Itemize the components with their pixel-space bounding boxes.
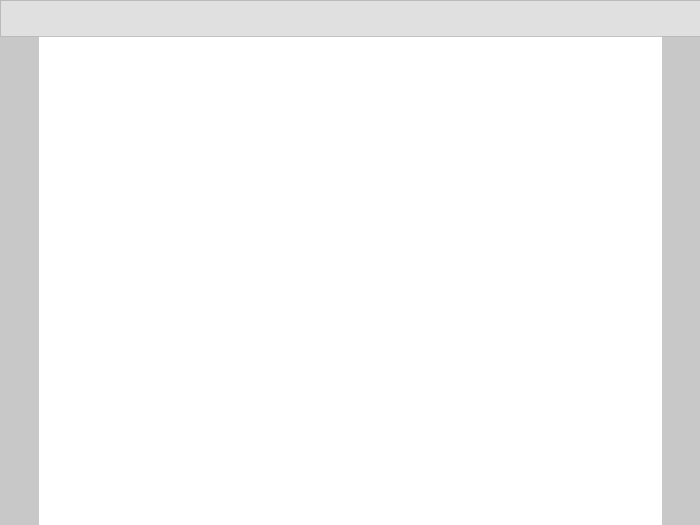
Text: •: • <box>36 302 48 322</box>
Text: DERIVATION OF MICHAELIS-MENTEN: DERIVATION OF MICHAELIS-MENTEN <box>168 61 532 79</box>
Text: And $K_\mathrm{m}$ is [S] at which $V_0$ = 1/2 $V$max; Demonstrate this!: And $K_\mathrm{m}$ is [S] at which $V_0$… <box>68 279 484 297</box>
Text: ◆: ◆ <box>346 11 357 25</box>
Text: is a substrate
concentration at: is a substrate concentration at <box>520 118 601 142</box>
Text: 39: 39 <box>638 155 652 165</box>
Text: then: then <box>413 182 447 196</box>
Text: ↺: ↺ <box>604 8 620 27</box>
Text: •: • <box>36 278 48 298</box>
Text: ↻: ↻ <box>636 8 652 27</box>
Text: •: • <box>36 141 48 161</box>
Text: The Michaelis-Menten
equation for one-Substrate
catalyzed rxn: The Michaelis-Menten equation for one-Su… <box>450 195 648 255</box>
Text: $V_\mathrm{max} = k_2[\mathrm{E}]_\mathrm{T}$: $V_\mathrm{max} = k_2[\mathrm{E}]_\mathr… <box>186 180 285 198</box>
FancyBboxPatch shape <box>453 284 636 297</box>
Text: $K_M$: $K_M$ <box>540 97 559 113</box>
FancyBboxPatch shape <box>104 307 284 320</box>
Text: /: / <box>285 8 291 27</box>
Text: B/c maximal rate $V_\mathrm{max}$ is achieved when catalytic sites on E: B/c maximal rate $V_\mathrm{max}$ is ach… <box>68 133 505 152</box>
Text: which $V_0 = \frac{1}{2}V_{max}$: which $V_0 = \frac{1}{2}V_{max}$ <box>518 146 602 164</box>
Text: ✐: ✐ <box>132 10 144 26</box>
Text: ◌: ◌ <box>376 9 392 27</box>
Text: ···: ··· <box>671 10 685 26</box>
Text: The fraction of active sites filled is given by:: The fraction of active sites filled is g… <box>68 304 391 320</box>
Text: ⊕: ⊕ <box>71 9 85 27</box>
Text: $V_0 = V_\mathrm{max}\,\dfrac{[\mathrm{S}]}{[\mathrm{S}]+K_\mathrm{M}}$: $V_0 = V_\mathrm{max}\,\dfrac{[\mathrm{S… <box>124 210 296 256</box>
Text: Yields: Yields <box>68 100 111 114</box>
Text: $V_0 = k_2[\mathrm{E}]_\mathrm{T}\,\dfrac{[\mathrm{S}]}{[\mathrm{S}]+K_\mathrm{M: $V_0 = k_2[\mathrm{E}]_\mathrm{T}\,\dfra… <box>197 88 343 126</box>
Text: /: / <box>316 8 323 27</box>
Text: $f_\mathrm{ES} = \dfrac{\mathrm{V}}{V_\mathrm{max}} = \dfrac{[\mathrm{S}]}{[\mat: $f_\mathrm{ES} = \dfrac{\mathrm{V}}{V_\m… <box>183 328 337 366</box>
Text: ⚖: ⚖ <box>102 10 115 26</box>
Text: <: < <box>10 9 25 27</box>
Text: are saturated w/ S, that is when [ES] = [E$_\mathrm{T}$]: are saturated w/ S, that is when [ES] = … <box>68 153 386 171</box>
Text: ⊞: ⊞ <box>41 10 55 26</box>
Text: •: • <box>36 97 48 117</box>
Text: ⊗: ⊗ <box>405 9 419 27</box>
